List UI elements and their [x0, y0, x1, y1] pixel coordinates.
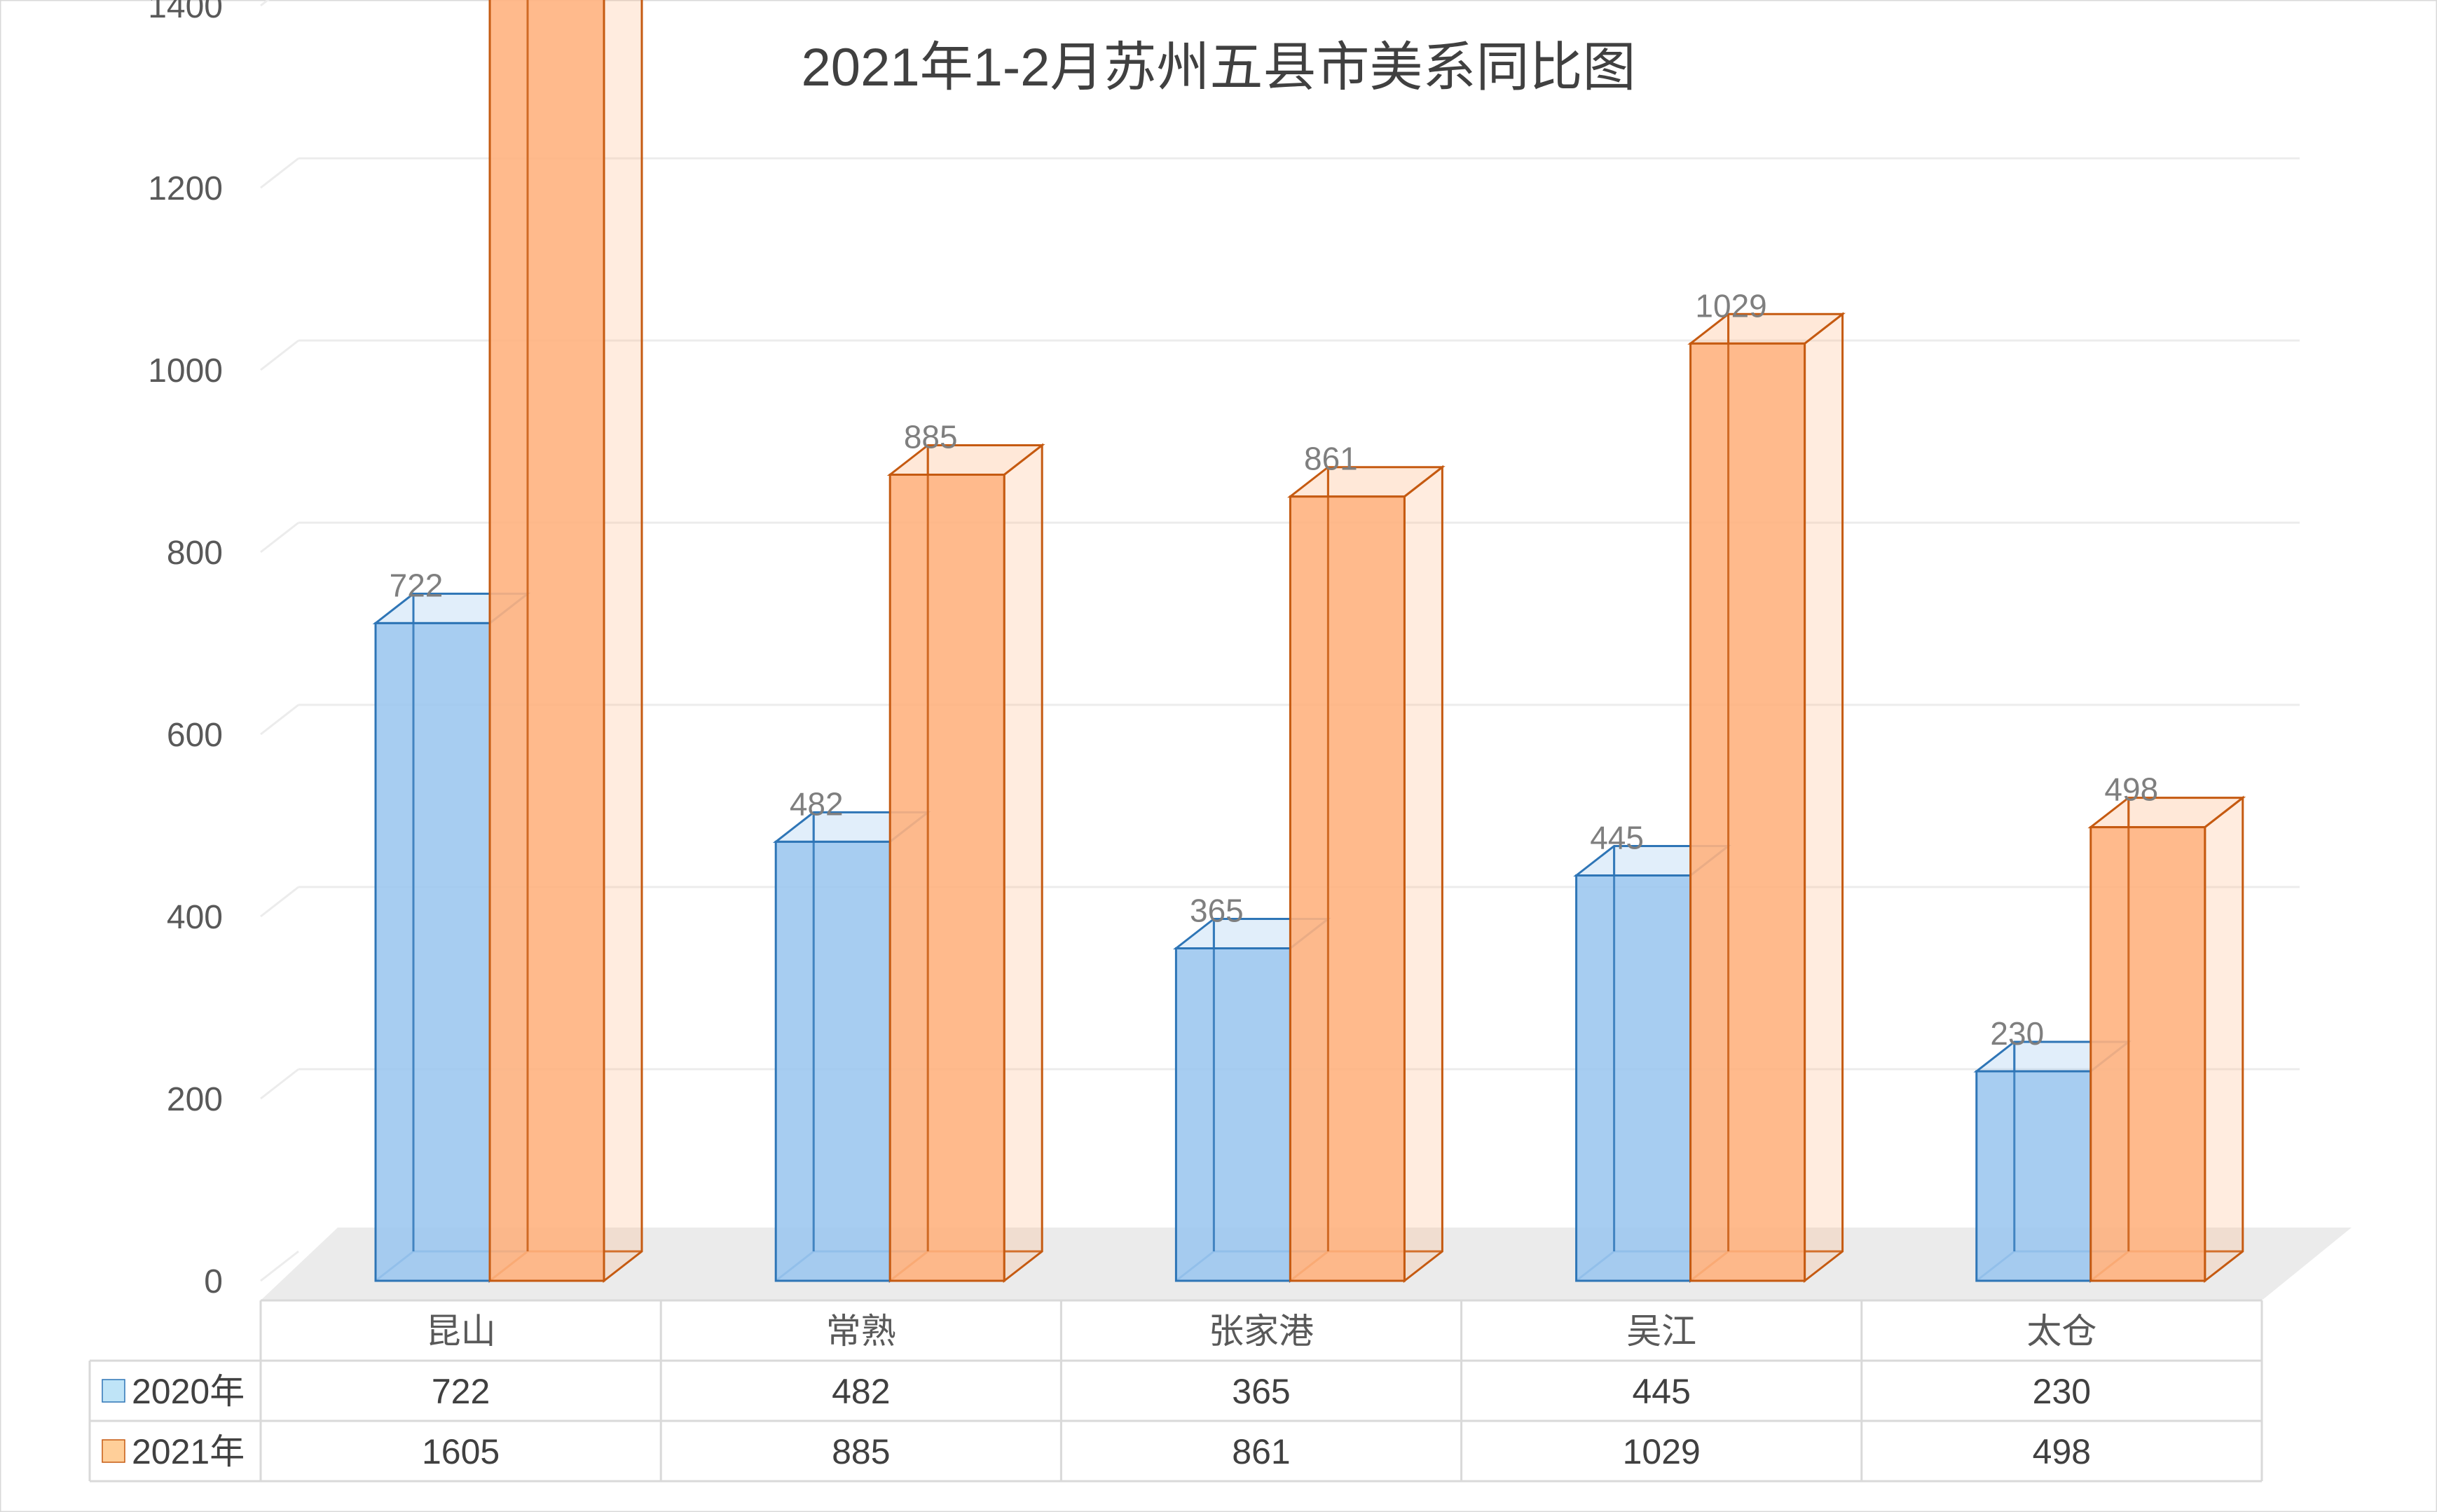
- table-cell: 230: [2033, 1372, 2091, 1411]
- category-label: 昆山: [426, 1312, 496, 1351]
- data-table: 昆山 常熟 张家港 吴江 太仓 2020年 722 482 365 445 230 2021年 1605…: [88, 1299, 2263, 1483]
- table-cell: 498: [2033, 1432, 2091, 1471]
- legend-label: 2021年: [132, 1432, 245, 1471]
- bar-2021年-常熟: [886, 443, 1045, 1284]
- bar-front-face: [1689, 342, 1806, 1282]
- data-label: 498: [2104, 771, 2158, 808]
- table-cell: 885: [832, 1432, 890, 1471]
- table-cell: 1029: [1623, 1432, 1701, 1471]
- gridline-side: [260, 703, 299, 736]
- y-tick-label: 200: [167, 1081, 223, 1118]
- bar-side-face: [603, 0, 643, 1284]
- gridline-side: [260, 339, 299, 371]
- category-label: 常熟: [826, 1312, 896, 1351]
- bar-front-face: [374, 621, 491, 1282]
- data-label: 885: [904, 419, 958, 455]
- data-label: 861: [1304, 441, 1358, 477]
- table-cell: 861: [1232, 1432, 1290, 1471]
- y-tick-label: 800: [167, 535, 223, 572]
- bar-side-face: [1003, 443, 1043, 1284]
- y-tick-label: 0: [204, 1263, 223, 1300]
- gridline-side: [260, 1250, 299, 1282]
- table-cell: 482: [832, 1372, 890, 1411]
- legend-swatch: [102, 1439, 125, 1463]
- gridline-side: [260, 0, 270, 7]
- bar-2021年-太仓: [2087, 795, 2246, 1284]
- bar-front-face: [2089, 826, 2206, 1282]
- y-tick-label: 1400: [148, 0, 223, 25]
- category-label: 太仓: [2026, 1312, 2096, 1351]
- chart-title: 2021年1-2月苏州五县市美系同比图: [802, 38, 1636, 97]
- y-tick-label: 600: [167, 717, 223, 754]
- bar-front-face: [1575, 874, 1692, 1282]
- data-label: 230: [1990, 1015, 2044, 1052]
- y-tick-label: 1200: [148, 170, 223, 207]
- category-label: 吴江: [1626, 1312, 1696, 1351]
- y-axis: 020040060080010001200140016001800: [148, 0, 223, 1300]
- bar-front-face: [1174, 947, 1291, 1282]
- category-label: 张家港: [1209, 1312, 1314, 1351]
- table-cell: 445: [1632, 1372, 1690, 1411]
- bar-front-face: [774, 840, 891, 1282]
- table-cell: 722: [432, 1372, 490, 1411]
- bars: [372, 0, 2246, 1284]
- gridline-side: [260, 1068, 299, 1100]
- bar-2021年-张家港: [1287, 465, 1446, 1284]
- bar-front-face: [888, 474, 1005, 1282]
- bar-side-face: [1804, 312, 1844, 1284]
- legend-label: 2020年: [132, 1372, 245, 1411]
- bar-front-face: [488, 0, 605, 1282]
- y-tick-label: 400: [167, 899, 223, 936]
- table-cell: 1605: [422, 1432, 500, 1471]
- bar-side-face: [1403, 465, 1443, 1284]
- bar-front-face: [1975, 1070, 2092, 1282]
- gridline-side: [260, 157, 299, 189]
- data-label: 365: [1190, 893, 1244, 929]
- bar-front-face: [1289, 495, 1406, 1282]
- gridline-side: [260, 886, 299, 918]
- data-labels: 72216054828853658614451029230498: [390, 287, 2159, 1052]
- bar-2021年-昆山: [488, 0, 643, 1284]
- table-cell: 365: [1232, 1372, 1290, 1411]
- data-label: 722: [390, 567, 444, 603]
- data-label: 445: [1590, 820, 1644, 856]
- legend-swatch: [102, 1379, 125, 1403]
- bar-side-face: [2204, 795, 2244, 1284]
- data-label: 1029: [1695, 287, 1766, 324]
- data-label: 482: [790, 785, 844, 822]
- bar-2021年-吴江: [1687, 312, 1846, 1284]
- y-tick-label: 1000: [148, 352, 223, 390]
- gridline-side: [260, 521, 299, 554]
